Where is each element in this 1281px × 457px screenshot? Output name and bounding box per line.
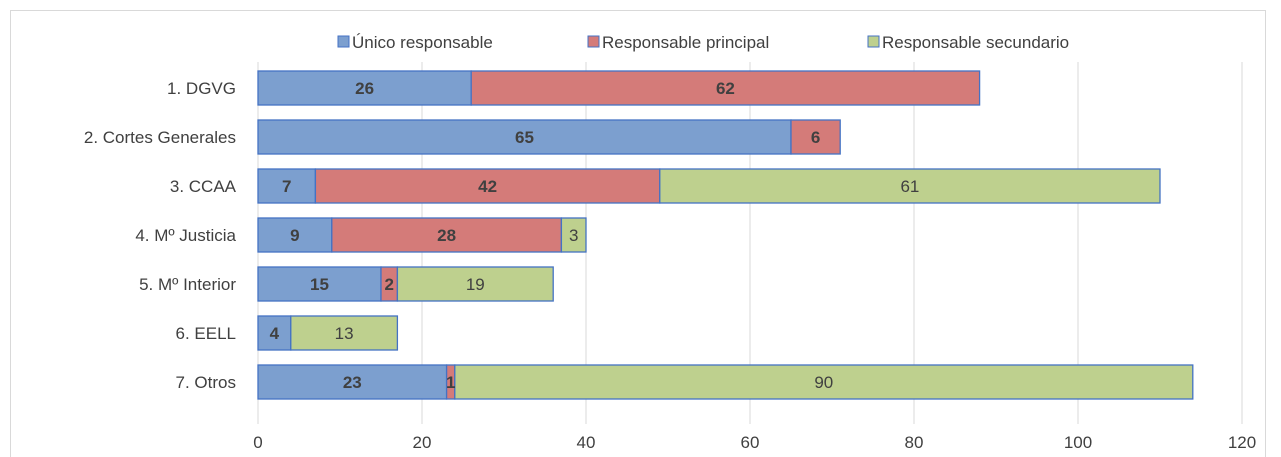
data-label: 3 <box>569 226 578 245</box>
data-label: 26 <box>355 79 374 98</box>
bar-segment <box>470 70 981 106</box>
legend-label: Responsable principal <box>602 33 769 52</box>
data-label: 2 <box>384 275 393 294</box>
bar-segment <box>257 168 317 204</box>
x-tick-label: 120 <box>1228 433 1256 452</box>
bar-segment <box>257 364 448 400</box>
data-label: 1 <box>446 373 455 392</box>
legend-label: Responsable secundario <box>882 33 1069 52</box>
category-label: 5. Mº Interior <box>139 275 236 294</box>
bar-segment <box>257 315 292 351</box>
category-label: 6. EELL <box>176 324 237 343</box>
category-label: 7. Otros <box>176 373 236 392</box>
legend-label: Único responsable <box>352 33 493 52</box>
data-label: 61 <box>900 177 919 196</box>
legend: Único responsable Responsable principal Re… <box>337 33 1069 52</box>
bar-segment <box>560 217 587 253</box>
data-label: 9 <box>290 226 299 245</box>
category-labels: 1. DGVG 2. Cortes Generales 3. CCAA 4. Mº J… <box>84 79 237 392</box>
bar-segment <box>790 119 841 155</box>
data-label: 42 <box>478 177 497 196</box>
data-label: 90 <box>814 373 833 392</box>
x-tick-label: 0 <box>253 433 262 452</box>
legend-swatch <box>867 35 880 48</box>
data-label: 15 <box>310 275 329 294</box>
bar-segment <box>314 168 661 204</box>
x-tick-labels: 0 20 40 60 80 100 120 <box>253 433 1256 452</box>
data-label: 13 <box>335 324 354 343</box>
x-tick-label: 40 <box>577 433 596 452</box>
x-tick-label: 80 <box>905 433 924 452</box>
data-label: 62 <box>716 79 735 98</box>
bar-segment <box>331 217 563 253</box>
bars <box>257 70 1194 400</box>
category-label: 1. DGVG <box>167 79 236 98</box>
bar-segment <box>290 315 399 351</box>
data-label: 7 <box>282 177 291 196</box>
data-label: 19 <box>466 275 485 294</box>
data-label: 28 <box>437 226 456 245</box>
bar-segment <box>257 266 382 302</box>
bar-segment <box>454 364 1194 400</box>
data-labels: 26 62 65 6 7 42 61 9 28 3 15 2 19 4 13 23 1 90 <box>270 79 920 392</box>
legend-swatch <box>587 35 600 48</box>
x-tick-label: 20 <box>413 433 432 452</box>
bar-segment <box>659 168 1161 204</box>
data-label: 6 <box>811 128 820 147</box>
category-label: 3. CCAA <box>170 177 237 196</box>
data-label: 4 <box>270 324 280 343</box>
legend-swatch <box>337 35 350 48</box>
category-label: 2. Cortes Generales <box>84 128 236 147</box>
x-tick-label: 100 <box>1064 433 1092 452</box>
data-label: 65 <box>515 128 534 147</box>
data-label: 23 <box>343 373 362 392</box>
bar-segment <box>257 70 472 106</box>
category-label: 4. Mº Justicia <box>135 226 236 245</box>
x-tick-label: 60 <box>741 433 760 452</box>
bar-segment <box>396 266 554 302</box>
